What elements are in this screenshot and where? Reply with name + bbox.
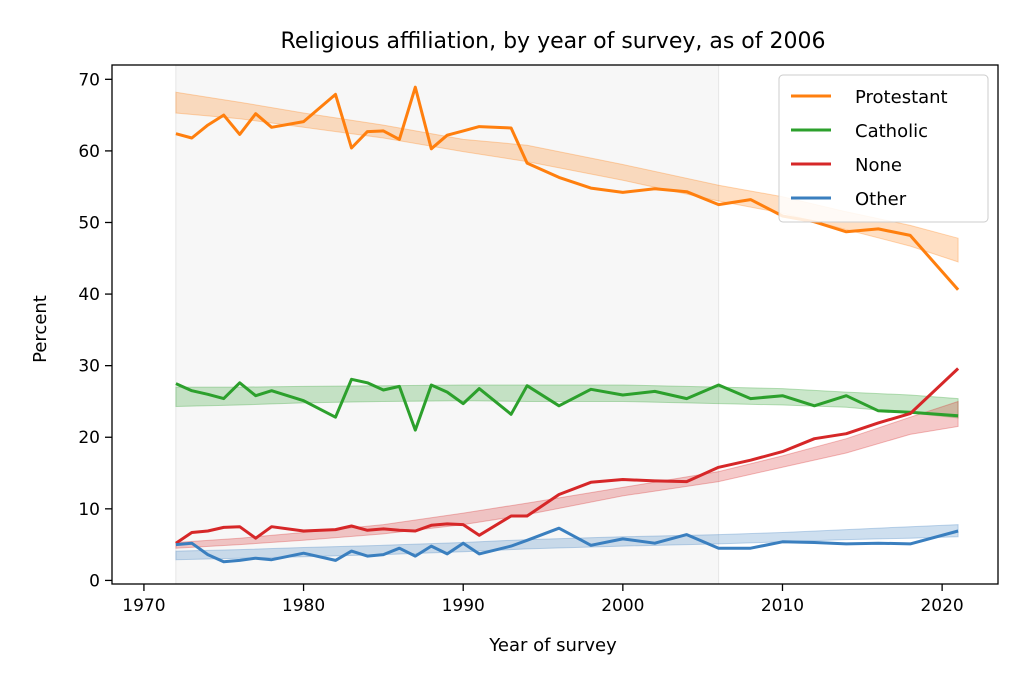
y-axis-label: Percent xyxy=(30,295,51,363)
x-tick-label: 2000 xyxy=(601,596,644,616)
y-tick-label: 10 xyxy=(78,500,100,520)
legend-box xyxy=(778,74,989,223)
line-protestant xyxy=(175,85,960,291)
y-axis: 0 10 20 30 40 50 60 70 xyxy=(78,70,112,591)
legend-label-catholic: Catholic xyxy=(855,121,928,142)
legend: Protestant Catholic None Other xyxy=(778,74,989,223)
y-tick-label: 30 xyxy=(78,357,100,377)
y-tick-label: 40 xyxy=(78,285,100,305)
x-axis: 1970 1980 1990 2000 2010 2020 xyxy=(122,584,964,616)
band-protestant xyxy=(175,91,959,263)
legend-label-protestant: Protestant xyxy=(855,87,948,108)
line-none xyxy=(175,367,960,545)
highlight-span xyxy=(175,64,720,585)
x-tick-label: 1980 xyxy=(282,596,325,616)
x-tick-label: 2010 xyxy=(761,596,804,616)
y-tick-label: 20 xyxy=(78,428,100,448)
chart-title: Religious affiliation, by year of survey… xyxy=(281,29,826,54)
line-other xyxy=(175,526,959,564)
x-tick-label: 1990 xyxy=(442,596,485,616)
x-tick-label: 2020 xyxy=(920,596,963,616)
band-none xyxy=(175,400,959,549)
y-tick-label: 60 xyxy=(78,142,100,162)
x-tick-label: 1970 xyxy=(122,596,165,616)
plot-area xyxy=(111,64,999,585)
line-catholic xyxy=(175,377,959,432)
legend-label-none: None xyxy=(855,155,902,176)
y-tick-label: 50 xyxy=(78,213,100,233)
axes-frame xyxy=(111,64,999,585)
x-axis-label: Year of survey xyxy=(488,635,617,656)
legend-label-other: Other xyxy=(855,189,907,210)
y-tick-label: 0 xyxy=(89,571,100,591)
y-tick-label: 70 xyxy=(78,70,100,90)
